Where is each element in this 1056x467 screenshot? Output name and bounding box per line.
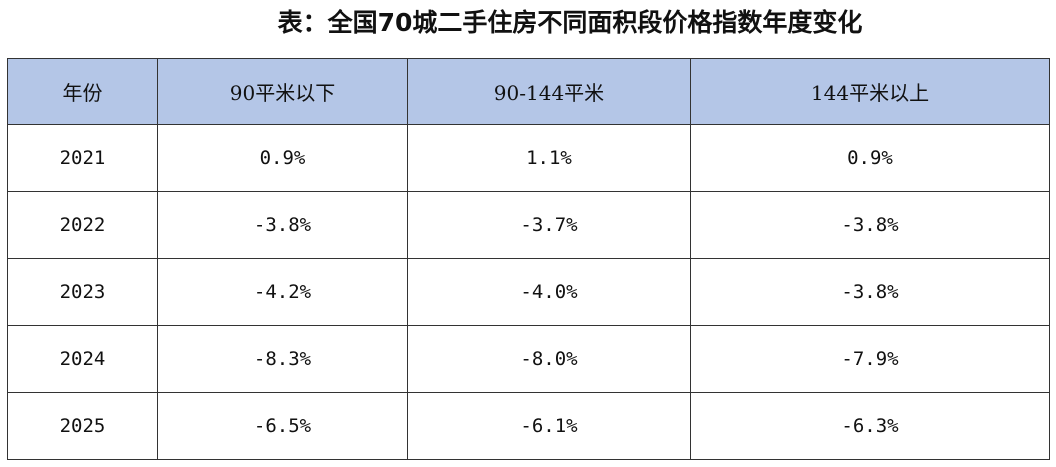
table-row: 2025 -6.5% -6.1% -6.3% xyxy=(7,392,1050,460)
table-head: 年份 90平米以下 90-144平米 144平米以上 xyxy=(7,58,1050,125)
price-table: 年份 90平米以下 90-144平米 144平米以上 2021 0.9% 1.1% 0.9%… xyxy=(7,58,1050,460)
year-cell: 2024 xyxy=(7,325,158,393)
title: 表：全国70城二手住房不同面积段价格指数年度变化 xyxy=(277,8,863,37)
header-cell: 90-144平米 xyxy=(407,58,691,125)
value-cell: -3.7% xyxy=(407,191,691,259)
header-cell: 年份 xyxy=(7,58,158,125)
value-cell: -6.5% xyxy=(157,392,408,460)
value-cell: -8.3% xyxy=(157,325,408,393)
value-cell: -4.2% xyxy=(157,258,408,326)
table-body: 2021 0.9% 1.1% 0.9% 2022 -3.8% -3.7% -3.8% 2023-… xyxy=(7,124,1050,460)
header-cell: 144平米以上 xyxy=(690,58,1050,125)
value-cell: -7.9% xyxy=(690,325,1050,393)
value-cell: 0.9% xyxy=(157,124,408,192)
value-cell: -3.8% xyxy=(690,258,1050,326)
value-cell: -8.0% xyxy=(407,325,691,393)
value-cell: 1.1% xyxy=(407,124,691,192)
header-row: 年份 90平米以下 90-144平米 144平米以上 xyxy=(7,58,1050,125)
header-cell: 90平米以下 xyxy=(157,58,408,125)
value-cell: -3.8% xyxy=(690,191,1050,259)
year-cell: 2025 xyxy=(7,392,158,460)
table-row: 2024 -8.3% -8.0% -7.9% xyxy=(7,325,1050,393)
value-cell: -6.3% xyxy=(690,392,1050,460)
table-row: 2023 -4.2% -4.0% -3.8% xyxy=(7,258,1050,326)
value-cell: -4.0% xyxy=(407,258,691,326)
year-cell: 2021 xyxy=(7,124,158,192)
table-row: 2022 -3.8% -3.7% -3.8% xyxy=(7,191,1050,259)
year-cell: 2023 xyxy=(7,258,158,326)
year-cell: 2022 xyxy=(7,191,158,259)
table-row: 2021 0.9% 1.1% 0.9% xyxy=(7,124,1050,192)
value-cell: -3.8% xyxy=(157,191,408,259)
value-cell: -6.1% xyxy=(407,392,691,460)
value-cell: 0.9% xyxy=(690,124,1050,192)
